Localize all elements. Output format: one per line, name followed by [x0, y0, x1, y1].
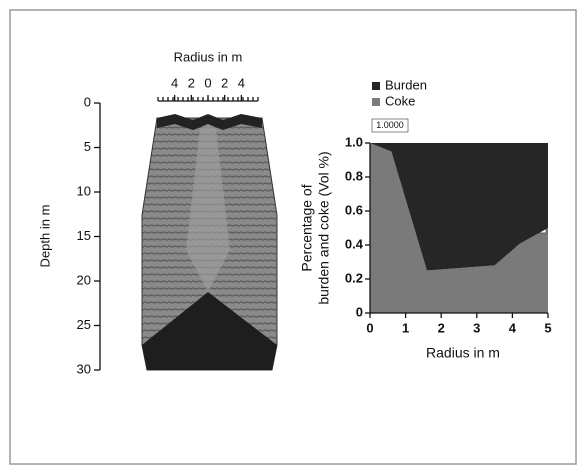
x-tick-label: 0 [204, 75, 211, 90]
y-tick-label: 0 [356, 304, 363, 319]
x-tick-label: 4 [238, 75, 245, 90]
y-tick-label: 25 [77, 317, 91, 332]
area [370, 143, 548, 313]
furnace-profile [141, 114, 278, 371]
legend-label: Burden [385, 77, 427, 92]
y-tick-label: 0.8 [345, 168, 363, 183]
x-tick-label: 4 [509, 320, 517, 335]
y-tick-label: 0.6 [345, 202, 363, 217]
data-label: 1.0000 [376, 120, 404, 130]
legend-label: Coke [385, 93, 415, 108]
x-tick-label: 4 [171, 75, 178, 90]
x-tick-label: 3 [473, 320, 480, 335]
label-box [371, 118, 409, 133]
area [370, 143, 548, 271]
x-axis-title: Radius in m [426, 345, 500, 361]
y-tick-label: 0 [84, 94, 91, 109]
y-tick-label: 20 [77, 272, 91, 287]
y-tick-label: 10 [77, 183, 91, 198]
y-tick-label: 15 [77, 228, 91, 243]
x-tick-label: 2 [438, 320, 445, 335]
y-axis-title: Percentage of [299, 184, 315, 271]
x-axis-title: Radius in m [174, 49, 243, 64]
x-tick-label: 0 [366, 320, 373, 335]
y-axis-title: burden and coke (Vol %) [316, 151, 332, 304]
legend-swatch [372, 98, 380, 106]
x-tick-label: 2 [188, 75, 195, 90]
y-tick-label: 1.0 [345, 134, 363, 149]
x-tick-label: 1 [402, 320, 409, 335]
y-tick-label: 30 [77, 361, 91, 376]
y-tick-label: 0.2 [345, 270, 363, 285]
y-axis-title: Depth in m [37, 205, 52, 268]
y-tick-label: 0.4 [345, 236, 364, 251]
y-tick-label: 5 [84, 139, 91, 154]
x-tick-label: 5 [544, 320, 551, 335]
x-tick-label: 2 [221, 75, 228, 90]
legend-swatch [372, 82, 380, 90]
